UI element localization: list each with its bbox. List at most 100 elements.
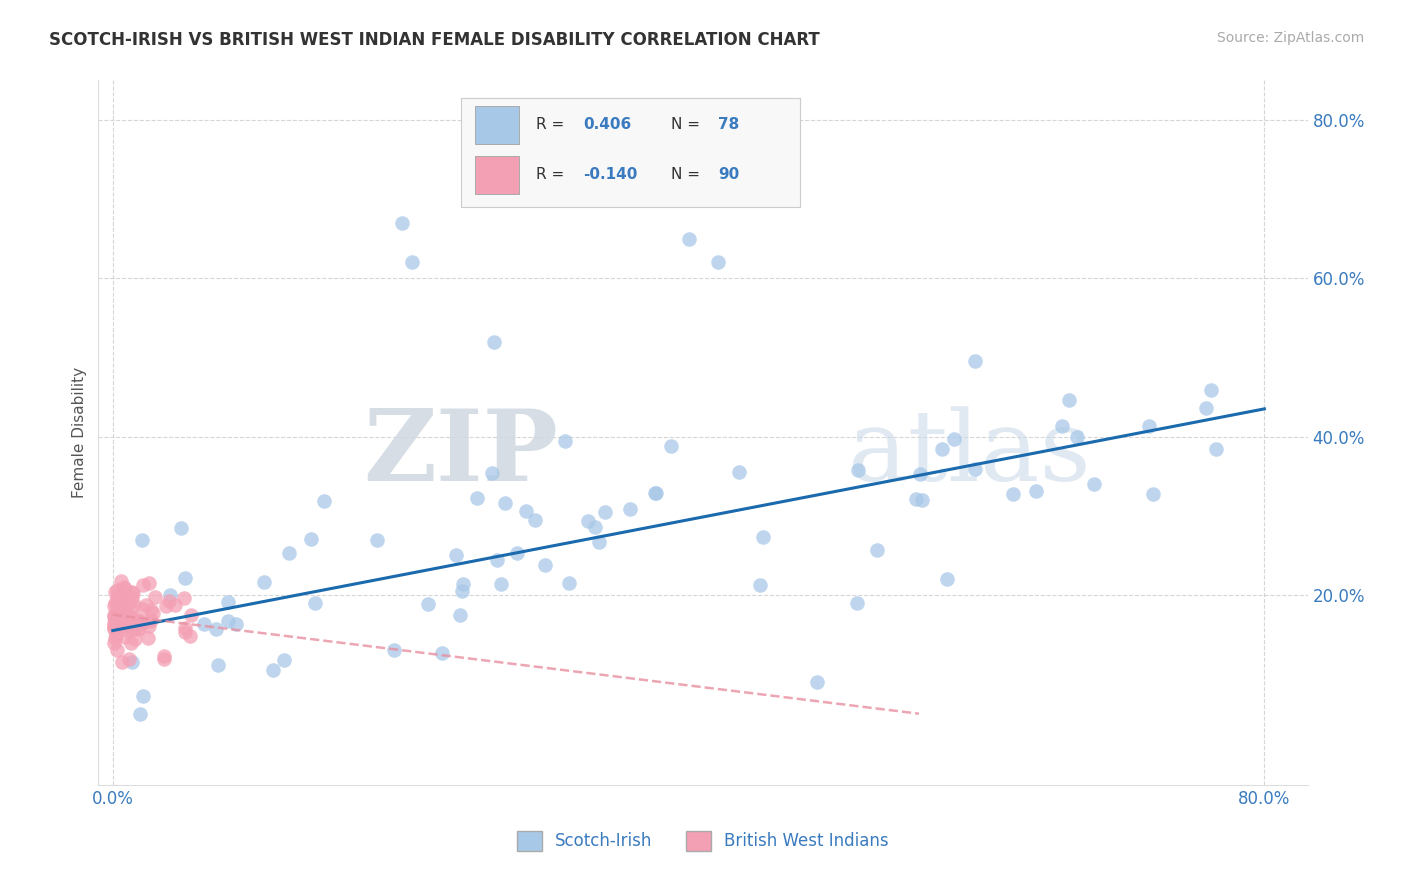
Point <box>114 601 136 615</box>
Point <box>159 588 181 602</box>
Legend: Scotch-Irish, British West Indians: Scotch-Irish, British West Indians <box>510 824 896 858</box>
Point <box>451 576 474 591</box>
Point <box>963 354 986 368</box>
Point <box>904 492 927 507</box>
Point <box>173 591 195 606</box>
Point <box>103 610 125 624</box>
Point <box>1199 383 1222 397</box>
Point <box>105 618 128 632</box>
Point <box>467 491 489 505</box>
Point <box>118 596 141 610</box>
Point <box>138 619 160 633</box>
Point <box>678 232 700 246</box>
Point <box>111 592 134 607</box>
Point <box>105 605 128 619</box>
Point <box>110 601 132 615</box>
Point <box>153 651 176 665</box>
Point <box>139 613 162 627</box>
Point <box>103 619 125 633</box>
Point <box>120 636 142 650</box>
Point <box>644 485 666 500</box>
Point <box>110 574 132 589</box>
Point <box>430 646 453 660</box>
Text: ZIP: ZIP <box>363 405 558 502</box>
Point <box>118 595 141 609</box>
Y-axis label: Female Disability: Female Disability <box>72 367 87 499</box>
Point <box>112 603 135 617</box>
Point <box>1059 392 1081 407</box>
Point <box>121 585 143 599</box>
Point <box>152 648 174 663</box>
Point <box>481 466 503 480</box>
Point <box>121 591 143 605</box>
Point <box>416 597 439 611</box>
Point <box>1025 484 1047 499</box>
Point <box>115 607 138 622</box>
Point <box>193 617 215 632</box>
Point <box>132 578 155 592</box>
Point <box>494 496 516 510</box>
Point <box>108 602 131 616</box>
Point <box>124 621 146 635</box>
Point <box>108 612 131 626</box>
Point <box>217 614 239 628</box>
Point <box>204 622 226 636</box>
Point <box>105 628 128 642</box>
Point <box>157 594 180 608</box>
Point <box>128 614 150 628</box>
Text: SCOTCH-IRISH VS BRITISH WEST INDIAN FEMALE DISABILITY CORRELATION CHART: SCOTCH-IRISH VS BRITISH WEST INDIAN FEMA… <box>49 31 820 49</box>
Point <box>104 612 127 626</box>
Point <box>180 607 202 622</box>
Point <box>112 618 135 632</box>
Point <box>391 216 413 230</box>
Point <box>108 590 131 604</box>
Point <box>107 607 129 622</box>
Point <box>846 596 869 610</box>
Text: Source: ZipAtlas.com: Source: ZipAtlas.com <box>1216 31 1364 45</box>
Point <box>936 572 959 586</box>
Point <box>253 574 276 589</box>
Text: atlas: atlas <box>848 406 1091 501</box>
Point <box>619 501 641 516</box>
Point <box>112 608 135 623</box>
Point <box>103 623 125 637</box>
Point <box>128 622 150 636</box>
Point <box>482 334 505 349</box>
Point <box>118 651 141 665</box>
Point <box>103 635 125 649</box>
Point <box>104 632 127 646</box>
Point <box>515 504 537 518</box>
Point <box>595 506 617 520</box>
Point <box>103 599 125 614</box>
Point <box>120 610 142 624</box>
Point <box>865 543 887 558</box>
Point <box>585 520 607 534</box>
Point <box>114 590 136 604</box>
Point <box>1001 487 1024 501</box>
Point <box>752 530 775 544</box>
Point <box>728 465 751 479</box>
Point <box>111 655 134 669</box>
Point <box>118 624 141 638</box>
Point <box>127 621 149 635</box>
Point <box>131 533 153 547</box>
Point <box>554 434 576 449</box>
Point <box>141 603 163 617</box>
Point <box>114 608 136 623</box>
Point <box>207 658 229 673</box>
Point <box>659 439 682 453</box>
Point <box>444 548 467 562</box>
Point <box>105 582 128 597</box>
Point <box>127 614 149 628</box>
Point <box>117 610 139 624</box>
Point <box>114 630 136 644</box>
Point <box>382 642 405 657</box>
Point <box>449 607 471 622</box>
Point <box>401 255 423 269</box>
Point <box>278 546 301 560</box>
Point <box>217 595 239 609</box>
Point <box>846 463 869 477</box>
Point <box>1142 487 1164 501</box>
Point <box>104 614 127 628</box>
Point <box>103 619 125 633</box>
